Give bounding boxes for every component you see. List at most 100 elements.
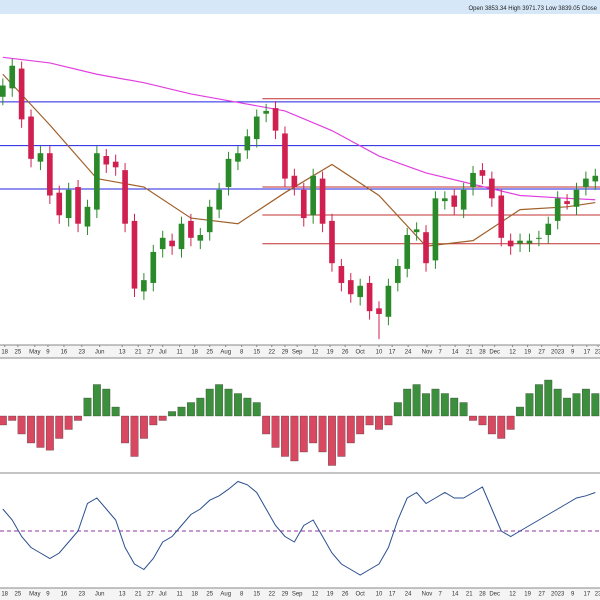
histogram-bar: [262, 415, 271, 435]
candle-body: [272, 108, 279, 131]
histogram-bar: [375, 415, 383, 430]
histogram-bar: [544, 379, 553, 417]
histogram-bar: [27, 415, 35, 444]
histogram-bar: [36, 415, 45, 448]
candle-body: [178, 223, 185, 250]
candle-body: [28, 116, 34, 159]
candle-body: [310, 175, 316, 216]
candle-body: [197, 235, 204, 241]
histogram-bar: [149, 415, 158, 426]
candle-body: [141, 280, 147, 292]
candle-body: [357, 285, 364, 298]
x-tick-label: 23: [595, 350, 600, 356]
histogram-bar: [318, 415, 327, 453]
histogram-bar: [553, 388, 562, 417]
x-tick-label: 22: [268, 350, 275, 356]
candle-body: [517, 240, 523, 244]
x-tick-label: 25: [15, 592, 22, 598]
x-tick-label: 9: [46, 350, 50, 356]
candle-body: [263, 110, 269, 114]
x-tick-label: 10: [376, 350, 383, 356]
histogram-bar: [431, 388, 440, 417]
x-tick-label: 11: [177, 592, 184, 598]
histogram-bar: [346, 415, 355, 444]
x-tick-label: Jul: [159, 592, 167, 598]
candle-body: [47, 153, 53, 196]
histogram-bar: [92, 384, 101, 417]
x-tick-label: Oct: [356, 350, 366, 356]
x-tick-label: 18: [1, 350, 8, 356]
histogram-bar: [281, 415, 289, 457]
candle-body: [366, 282, 373, 312]
x-tick-label: 17: [389, 592, 396, 598]
candle-body: [573, 189, 580, 207]
x-tick-label: 19: [327, 350, 334, 356]
moving-average: [2, 56, 596, 201]
x-tick-label: May: [29, 592, 40, 598]
x-tick-label: 9: [571, 350, 575, 356]
candle-body: [319, 178, 326, 224]
candle-body: [235, 153, 241, 162]
x-tick-label: 17: [389, 350, 396, 356]
x-tick-label: 26: [342, 350, 349, 356]
x-tick-label: Nov: [422, 350, 433, 356]
x-tick-label: 2023: [551, 350, 565, 356]
x-tick-label: 8: [240, 592, 244, 598]
histogram-bar: [534, 384, 543, 417]
x-tick-label: 8: [240, 350, 244, 356]
x-tick-label: 10: [376, 592, 383, 598]
candle-body: [394, 266, 401, 283]
candle-body: [9, 65, 16, 89]
x-tick-label: 9: [46, 592, 50, 598]
x-tick-label: Jul: [159, 350, 167, 356]
histogram-bar: [186, 402, 195, 417]
histogram-bar: [130, 415, 139, 457]
histogram-bar: [497, 415, 506, 439]
info-low: Low 3839.05: [546, 6, 581, 12]
histogram-bar: [243, 397, 252, 417]
candle-body: [291, 175, 298, 188]
histogram-bar: [412, 384, 421, 417]
histogram-bar: [581, 388, 590, 417]
candle-body: [216, 189, 222, 210]
candle-body: [282, 133, 288, 179]
x-tick-label: Dec: [489, 592, 500, 598]
x-tick-label: 7: [438, 592, 442, 598]
histogram-bar: [215, 384, 224, 417]
x-tick-label: 12: [509, 592, 516, 598]
candle-body: [338, 266, 345, 283]
x-tick-label: 14: [452, 350, 459, 356]
histogram-bar: [516, 406, 524, 417]
x-tick-label: 15: [253, 350, 260, 356]
x-tick-label: 23: [78, 592, 85, 598]
histogram-bar: [299, 415, 308, 453]
histogram-bar: [0, 415, 7, 426]
histogram-bar: [506, 415, 515, 430]
histogram-bar: [290, 415, 299, 462]
histogram-bar: [121, 415, 129, 444]
x-tick-label: Sep: [292, 350, 303, 356]
candle-body: [300, 189, 307, 219]
oscillator-line: [2, 480, 596, 576]
x-tick-label: 21: [135, 350, 142, 356]
x-tick-label: Oct: [356, 592, 366, 598]
candle-body: [536, 237, 542, 239]
candle-body: [413, 229, 420, 233]
x-tick-label: Jun: [95, 350, 105, 356]
price-info: Open 3853.34 High 3971.73 Low 3839.05 Cl…: [469, 6, 598, 12]
histogram-bar: [83, 397, 92, 417]
x-tick-label: 18: [1, 592, 8, 598]
x-tick-label: 25: [15, 350, 22, 356]
histogram-bar: [74, 415, 82, 421]
x-tick-label: 19: [524, 350, 531, 356]
x-tick-label: 21: [466, 592, 473, 598]
candle-body: [385, 285, 392, 317]
candle-body: [188, 220, 194, 238]
histogram-bar: [102, 388, 111, 417]
candle-body: [507, 240, 514, 247]
candle-body: [18, 68, 25, 120]
candle-body: [432, 198, 439, 261]
histogram-bar: [64, 415, 73, 430]
x-tick-label: 14: [452, 592, 459, 598]
